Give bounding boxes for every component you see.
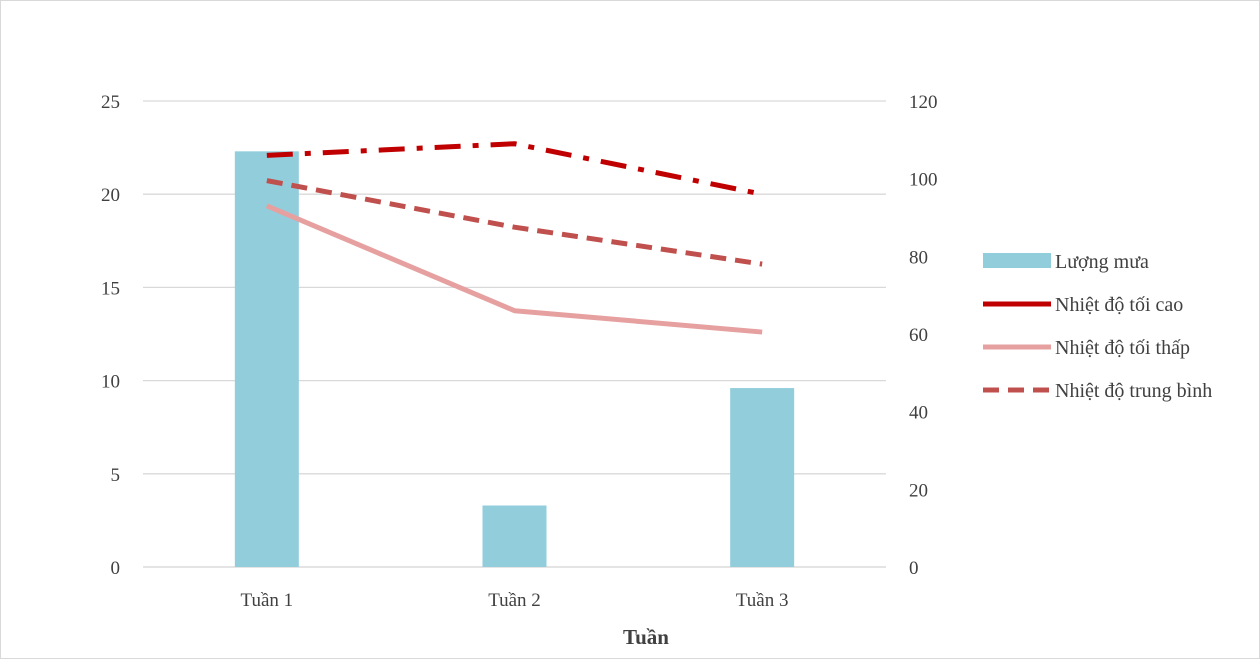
legend-label: Lượng mưa [1055, 251, 1149, 273]
line-series-1 [267, 144, 762, 194]
legend-label: Nhiệt độ trung bình [1055, 380, 1212, 402]
right-tick-label: 80 [909, 247, 928, 268]
right-tick-label: 40 [909, 403, 928, 424]
legend: Lượng mưa Nhiệt độ tối cao Nhiệt độ tối th… [983, 251, 1212, 402]
left-tick-label: 0 [111, 558, 121, 579]
right-axis-tick-labels: 0 20 40 60 80 100 120 [909, 92, 938, 579]
bar-series [235, 151, 794, 567]
legend-swatch [983, 253, 1051, 268]
left-tick-label: 10 [101, 372, 120, 393]
left-axis-tick-labels: 0 5 10 15 20 25 [101, 92, 120, 579]
right-tick-label: 20 [909, 480, 928, 501]
line-series [267, 144, 762, 332]
right-tick-label: 100 [909, 170, 938, 191]
x-tick-label: Tuần 1 [241, 590, 294, 611]
x-axis-tick-labels: Tuần 1 Tuần 2 Tuần 3 [241, 590, 789, 611]
left-tick-label: 5 [111, 465, 121, 486]
right-tick-label: 120 [909, 92, 938, 113]
left-tick-label: 15 [101, 278, 120, 299]
bar-2 [483, 505, 547, 567]
legend-label: Nhiệt độ tối cao [1055, 294, 1183, 316]
left-tick-label: 20 [101, 185, 120, 206]
right-tick-label: 0 [909, 558, 919, 579]
x-tick-label: Tuần 3 [736, 590, 789, 611]
right-tick-label: 60 [909, 325, 928, 346]
left-tick-label: 25 [101, 92, 120, 113]
legend-label: Nhiệt độ tối thấp [1055, 337, 1190, 359]
x-axis-title: Tuần [623, 625, 669, 649]
bar-3 [730, 388, 794, 567]
x-tick-label: Tuần 2 [488, 590, 541, 611]
line-series-3 [267, 181, 762, 264]
